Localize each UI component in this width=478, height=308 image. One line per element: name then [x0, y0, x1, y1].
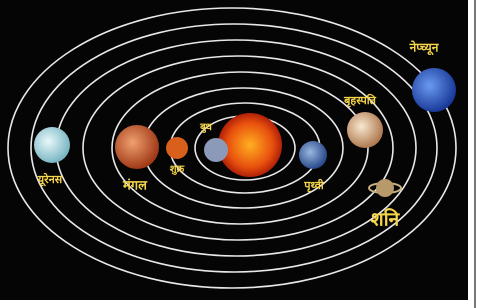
label-mercury: बुध — [199, 122, 213, 133]
label-saturn: शनि — [371, 208, 401, 231]
label-venus: शुक्र — [170, 164, 186, 175]
earth — [299, 141, 327, 169]
label-uranus: यूरेनस — [37, 172, 63, 187]
label-jupiter: बृहस्पति — [343, 93, 376, 108]
label-mars: मंगल — [122, 178, 148, 194]
venus — [166, 137, 188, 159]
solar-system-diagram: नेप्च्यून बृहस्पति बुध शुक्र मंगल यूरेनस… — [0, 0, 478, 308]
jupiter — [347, 112, 383, 148]
label-neptune: नेप्च्यून — [409, 41, 440, 56]
page: {"planets": { "neptune": "नेप्च्यून", "j… — [0, 0, 478, 308]
mercury — [204, 138, 228, 162]
mars — [115, 125, 159, 169]
uranus — [34, 127, 70, 163]
sun — [218, 113, 282, 177]
label-earth: पृथ्वी — [303, 178, 325, 193]
neptune — [412, 68, 456, 112]
